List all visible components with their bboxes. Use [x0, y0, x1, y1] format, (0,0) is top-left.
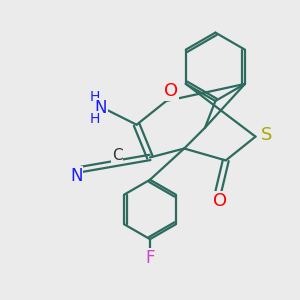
Text: O: O	[213, 191, 227, 209]
Text: C: C	[112, 148, 123, 163]
Text: H: H	[90, 112, 100, 126]
Text: N: N	[70, 167, 83, 185]
Text: F: F	[145, 249, 155, 267]
Text: S: S	[261, 126, 272, 144]
Text: N: N	[95, 99, 107, 117]
Text: O: O	[164, 82, 178, 100]
Text: H: H	[90, 90, 100, 104]
